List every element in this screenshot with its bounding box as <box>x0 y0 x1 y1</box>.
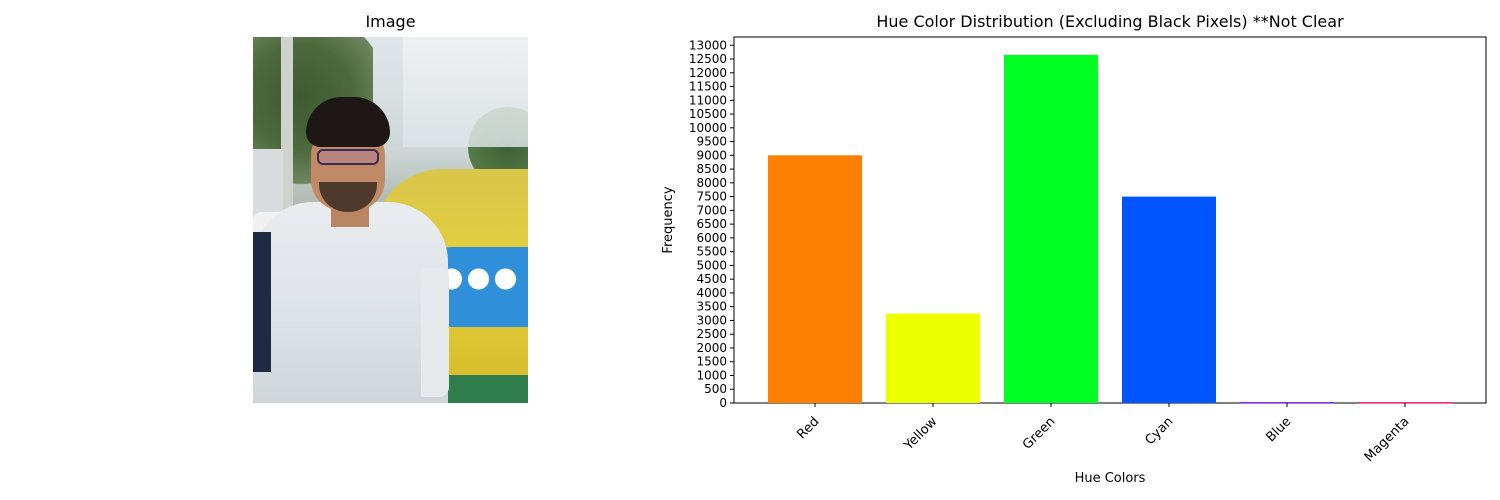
bar-blue <box>1240 402 1334 404</box>
y-tick-label: 12000 <box>689 66 727 80</box>
pole <box>281 37 293 237</box>
bar-cyan <box>1122 196 1216 403</box>
y-axis: 0500100015002000250030003500400045005000… <box>689 38 734 410</box>
y-tick-label: 1500 <box>696 355 727 369</box>
y-tick-label: 5000 <box>696 258 727 272</box>
y-tick-label: 13000 <box>689 38 727 52</box>
x-tick-label: Yellow <box>901 414 941 454</box>
x-tick-label: Magenta <box>1362 414 1413 465</box>
y-tick-label: 6500 <box>696 217 727 231</box>
y-tick-label: 2000 <box>696 341 727 355</box>
y-tick-label: 8500 <box>696 162 727 176</box>
y-tick-label: 6000 <box>696 231 727 245</box>
photo-image <box>253 37 528 403</box>
y-tick-label: 10500 <box>689 107 727 121</box>
person-glasses <box>317 149 379 165</box>
y-tick-label: 7000 <box>696 203 727 217</box>
y-tick-label: 12500 <box>689 52 727 66</box>
y-tick-label: 5500 <box>696 245 727 259</box>
vehicle-panel-pattern <box>438 257 528 312</box>
x-axis: Red Yellow Green Cyan Blue Magenta <box>794 403 1412 465</box>
person-right-arm <box>421 267 449 397</box>
y-tick-label: 8000 <box>696 176 727 190</box>
person-shoulder-dark <box>253 232 271 372</box>
plot-area <box>733 36 1487 404</box>
person-hair <box>306 97 390 147</box>
bar-red <box>768 155 862 403</box>
y-tick-label: 10000 <box>689 121 727 135</box>
person-shirt <box>253 202 448 403</box>
y-tick-label: 9000 <box>696 148 727 162</box>
y-tick-label: 500 <box>704 382 727 396</box>
y-axis-label: Frequency <box>661 186 676 253</box>
x-axis-label: Hue Colors <box>1075 471 1146 486</box>
sky <box>403 37 528 147</box>
y-tick-label: 3500 <box>696 300 727 314</box>
image-panel-title: Image <box>365 12 416 31</box>
x-tick-label: Red <box>794 414 822 442</box>
chart-title: Hue Color Distribution (Excluding Black … <box>876 12 1344 31</box>
x-tick-label: Cyan <box>1142 414 1176 448</box>
y-tick-label: 4500 <box>696 272 727 286</box>
y-tick-label: 9500 <box>696 135 727 149</box>
y-tick-label: 2500 <box>696 327 727 341</box>
y-tick-label: 11000 <box>689 93 727 107</box>
bars <box>768 54 1452 404</box>
y-tick-label: 7500 <box>696 190 727 204</box>
y-tick-label: 1000 <box>696 368 727 382</box>
x-tick-label: Blue <box>1263 414 1294 445</box>
x-tick-label: Green <box>1020 414 1058 452</box>
y-tick-label: 4000 <box>696 286 727 300</box>
bar-green <box>1004 54 1098 404</box>
y-tick-label: 3000 <box>696 313 727 327</box>
y-tick-label: 11500 <box>689 80 727 94</box>
bar-yellow <box>886 313 980 403</box>
y-tick-label: 0 <box>719 396 727 410</box>
bar-magenta <box>1358 402 1452 404</box>
